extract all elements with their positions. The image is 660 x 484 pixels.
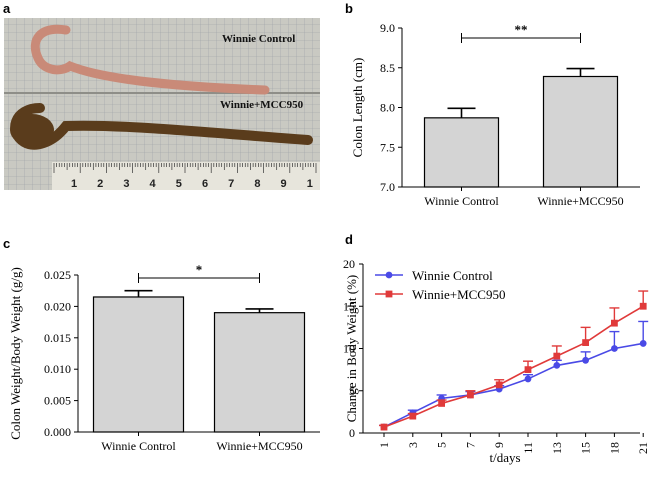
x-tick-label-7: 7 xyxy=(463,442,477,448)
y-axis-title: Change in Body Weight (%) xyxy=(344,275,359,422)
point xyxy=(524,375,532,383)
y-tick-label: 0.025 xyxy=(44,268,71,282)
x-tick-label-21: 21 xyxy=(636,442,650,454)
y-tick-label: 0.000 xyxy=(44,425,71,439)
ruler-marks xyxy=(53,163,317,173)
ruler-number-4: 4 xyxy=(150,178,157,190)
series-1 xyxy=(379,320,649,431)
photo-label-treated: Winnie+MCC950 xyxy=(220,99,304,111)
ruler-number-5: 5 xyxy=(176,178,182,190)
photo-label-control: Winnie Control xyxy=(222,33,295,45)
x-tick-label-3: 3 xyxy=(406,442,420,448)
y-tick-label: 8.0 xyxy=(380,101,395,115)
panel-label-c: c xyxy=(3,236,10,251)
point xyxy=(409,412,417,420)
panel-label-a: a xyxy=(3,1,11,16)
x-tick-label-13: 13 xyxy=(550,442,564,454)
ruler-number-8: 8 xyxy=(254,178,260,190)
x-tick-label-11: 11 xyxy=(521,442,535,454)
y-tick-label: 15 xyxy=(343,299,355,313)
y-tick-label: 7.0 xyxy=(380,180,395,194)
ruler-number-3: 3 xyxy=(123,178,129,190)
point xyxy=(611,319,618,327)
series-2 xyxy=(379,290,649,431)
bar-2 xyxy=(542,75,619,188)
bar-1 xyxy=(92,296,185,433)
y-axis-title: Colon Weight/Body Weight (g/g) xyxy=(8,267,23,440)
y-tick-label: 20 xyxy=(343,257,355,271)
colon-photo: Winnie Control Winnie+MCC950 1 2 3 4 5 6 7 8 9 1 xyxy=(4,18,320,190)
point xyxy=(438,400,445,407)
point xyxy=(553,352,561,360)
x-tick-label-18: 18 xyxy=(607,442,621,454)
point xyxy=(582,356,589,364)
photo-grid xyxy=(4,18,320,190)
ruler xyxy=(52,162,320,190)
legend-label-2: Winnie+MCC950 xyxy=(412,287,505,302)
chart-c-colon-weight-ratio: 0.000 0.005 0.010 0.015 0.020 0.025 Colon Weig… xyxy=(8,262,320,453)
x-tick-label-2: Winnie+MCC950 xyxy=(216,439,302,453)
chart-b-colon-length: 7.0 7.5 8.0 8.5 9.0 Colon Length (cm) Winnie C… xyxy=(350,21,640,208)
point xyxy=(639,302,647,310)
x-tick-label-1: Winnie Control xyxy=(424,194,499,208)
x-tick-label-15: 15 xyxy=(579,442,593,454)
ruler-number-1: 1 xyxy=(71,178,77,190)
ruler-number-6: 6 xyxy=(202,178,208,190)
bar-1 xyxy=(423,117,500,188)
photo-divider xyxy=(4,92,320,94)
point xyxy=(467,391,474,399)
significance-label: ** xyxy=(515,22,528,37)
y-tick-label: 5 xyxy=(349,384,355,398)
ruler-number-9: 9 xyxy=(281,178,287,190)
treated-colon-cecum xyxy=(10,114,54,146)
y-tick-label: 0.010 xyxy=(44,362,71,376)
control-colon-tissue xyxy=(30,24,270,95)
significance-label: * xyxy=(196,262,203,277)
legend-marker-1 xyxy=(385,271,393,279)
y-tick-label: 8.5 xyxy=(380,61,395,75)
y-tick-label: 0.020 xyxy=(44,299,71,313)
y-tick-label: 0.005 xyxy=(44,394,71,408)
point xyxy=(582,339,589,346)
point xyxy=(611,345,618,352)
ruler-numbers: 1 2 3 4 5 6 7 8 9 1 xyxy=(71,178,313,190)
y-tick-label: 0.015 xyxy=(44,331,71,345)
y-tick-label: 7.5 xyxy=(380,140,395,154)
point xyxy=(380,423,388,431)
point xyxy=(553,362,561,369)
y-tick-label: 0 xyxy=(349,426,355,440)
point xyxy=(524,366,532,374)
panel-label-d: d xyxy=(345,232,353,247)
point xyxy=(495,381,503,389)
panel-label-b: b xyxy=(345,1,353,16)
x-tick-label-5: 5 xyxy=(435,442,449,448)
legend-label-1: Winnie Control xyxy=(412,268,493,283)
x-tick-label-2: Winnie+MCC950 xyxy=(537,194,623,208)
x-tick-label-1: 1 xyxy=(377,442,391,448)
legend-marker-2 xyxy=(385,290,393,298)
ruler-number-7: 7 xyxy=(228,178,234,190)
y-tick-label: 9.0 xyxy=(380,21,395,35)
x-tick-label-1: Winnie Control xyxy=(101,439,176,453)
ruler-number-2: 2 xyxy=(97,178,103,190)
series-line xyxy=(383,305,644,428)
ruler-number-10: 1 xyxy=(307,178,313,190)
y-axis-title: Colon Length (cm) xyxy=(350,58,365,158)
point xyxy=(639,340,647,347)
series-line xyxy=(383,342,644,428)
y-tick-label: 10 xyxy=(343,342,355,356)
x-axis-title: t/days xyxy=(489,450,520,465)
x-tick-label-9: 9 xyxy=(492,442,506,448)
bar-2 xyxy=(213,312,306,433)
